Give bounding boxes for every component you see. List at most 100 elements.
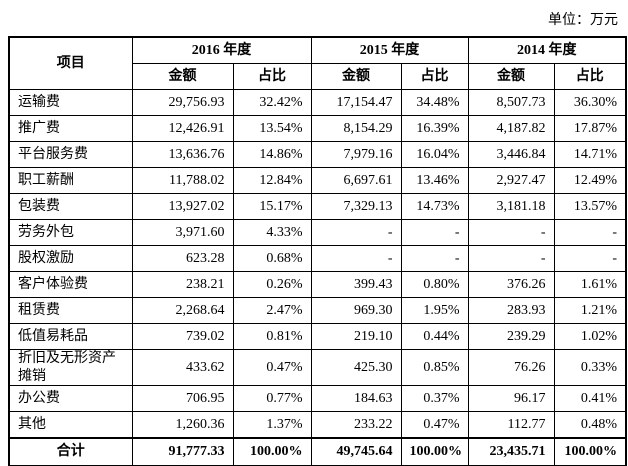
amount-cell: 6,697.61 [310, 167, 402, 194]
expense-table: 项目 2016 年度 2015 年度 2014 年度 金额 占比 金额 占比 金… [8, 36, 627, 466]
amount-cell: 425.30 [310, 349, 402, 386]
year-header-2015: 2015 年度 [310, 36, 469, 64]
ratio-cell: 12.84% [232, 167, 312, 194]
ratio-cell: 0.41% [553, 385, 627, 412]
ratio-cell: 1.21% [553, 297, 627, 324]
ratio-cell: 1.37% [232, 411, 312, 439]
unit-label: 单位：万元 [548, 13, 618, 28]
total-amount-cell: 23,435.71 [467, 437, 555, 466]
amount-header: 金额 [310, 63, 402, 90]
amount-cell: 4,187.82 [467, 115, 555, 142]
amount-cell: 238.21 [131, 271, 234, 298]
ratio-cell: 36.30% [553, 89, 627, 116]
amount-cell: 399.43 [310, 271, 402, 298]
year-header-2014: 2014 年度 [467, 36, 627, 64]
ratio-cell: 16.39% [400, 115, 469, 142]
total-ratio-cell: 100.00% [232, 437, 312, 466]
item-cell: 劳务外包 [8, 219, 133, 246]
total-label-cell: 合计 [8, 437, 133, 466]
amount-cell: 2,927.47 [467, 167, 555, 194]
ratio-cell: 1.02% [553, 323, 627, 350]
amount-cell: - [467, 245, 555, 272]
amount-cell: 7,329.13 [310, 193, 402, 220]
ratio-cell: 15.17% [232, 193, 312, 220]
table-row: 推广费 12,426.91 13.54% 8,154.29 16.39% 4,187.82… [8, 115, 627, 142]
ratio-cell: 0.48% [553, 411, 627, 439]
amount-cell: 623.28 [131, 245, 234, 272]
amount-cell: 11,788.02 [131, 167, 234, 194]
table-row: 低值易耗品 739.02 0.81% 219.10 0.44% 239.29 1.02% [8, 323, 627, 350]
amount-cell: 13,636.76 [131, 141, 234, 168]
amount-cell: 8,154.29 [310, 115, 402, 142]
item-cell: 客户体验费 [8, 271, 133, 298]
table-row: 租赁费 2,268.64 2.47% 969.30 1.95% 283.93 1.21% [8, 297, 627, 324]
table-row: 运输费 29,756.93 32.42% 17,154.47 34.48% 8,507.7… [8, 89, 627, 116]
amount-cell: 3,181.18 [467, 193, 555, 220]
table-body: 运输费 29,756.93 32.42% 17,154.47 34.48% 8,507.7… [8, 89, 627, 439]
ratio-cell: 34.48% [400, 89, 469, 116]
ratio-cell: 1.61% [553, 271, 627, 298]
ratio-cell: 12.49% [553, 167, 627, 194]
item-cell: 运输费 [8, 89, 133, 116]
amount-cell: - [310, 219, 402, 246]
item-cell: 低值易耗品 [8, 323, 133, 350]
ratio-header: 占比 [553, 63, 627, 90]
amount-cell: 1,260.36 [131, 411, 234, 439]
ratio-cell: 13.54% [232, 115, 312, 142]
amount-cell: 184.63 [310, 385, 402, 412]
table-row: 平台服务费 13,636.76 14.86% 7,979.16 16.04% 3,446.… [8, 141, 627, 168]
amount-cell: 2,268.64 [131, 297, 234, 324]
total-ratio-cell: 100.00% [400, 437, 469, 466]
amount-cell: 17,154.47 [310, 89, 402, 116]
table-row: 折旧及无形资产摊销 433.62 0.47% 425.30 0.85% 76.26 0.33… [8, 349, 627, 386]
item-cell: 租赁费 [8, 297, 133, 324]
ratio-cell: 14.86% [232, 141, 312, 168]
table-footer: 合计 91,777.33 100.00% 49,745.64 100.00% 2… [8, 437, 627, 466]
amount-cell: 233.22 [310, 411, 402, 439]
amount-cell: 239.29 [467, 323, 555, 350]
total-row: 合计 91,777.33 100.00% 49,745.64 100.00% 2… [8, 437, 627, 466]
ratio-cell: 13.46% [400, 167, 469, 194]
year-header-2016: 2016 年度 [131, 36, 312, 64]
item-cell: 办公费 [8, 385, 133, 412]
total-amount-cell: 49,745.64 [310, 437, 402, 466]
header-row-subheaders: 金额 占比 金额 占比 金额 占比 [9, 63, 627, 90]
item-cell: 平台服务费 [8, 141, 133, 168]
ratio-cell: 17.87% [553, 115, 627, 142]
table-row: 包装费 13,927.02 15.17% 7,329.13 14.73% 3,181.18… [8, 193, 627, 220]
ratio-cell: 0.47% [400, 411, 469, 439]
total-amount-cell: 91,777.33 [131, 437, 234, 466]
table-row: 客户体验费 238.21 0.26% 399.43 0.80% 376.26 1.61% [8, 271, 627, 298]
item-cell: 其他 [8, 411, 133, 439]
ratio-cell: 1.95% [400, 297, 469, 324]
amount-cell: 3,446.84 [467, 141, 555, 168]
item-cell: 包装费 [8, 193, 133, 220]
ratio-cell: 14.73% [400, 193, 469, 220]
ratio-cell: 0.80% [400, 271, 469, 298]
amount-cell: 706.95 [131, 385, 234, 412]
amount-cell: 376.26 [467, 271, 555, 298]
ratio-cell: 16.04% [400, 141, 469, 168]
ratio-cell: 14.71% [553, 141, 627, 168]
item-cell: 职工薪酬 [8, 167, 133, 194]
ratio-header: 占比 [232, 63, 312, 90]
amount-header: 金额 [131, 63, 234, 90]
amount-cell: - [310, 245, 402, 272]
ratio-cell: 0.85% [400, 349, 469, 386]
ratio-cell: 0.37% [400, 385, 469, 412]
ratio-cell: 0.47% [232, 349, 312, 386]
item-cell: 股权激励 [8, 245, 133, 272]
ratio-header: 占比 [400, 63, 469, 90]
amount-cell: 433.62 [131, 349, 234, 386]
ratio-cell: 0.33% [553, 349, 627, 386]
table-row: 股权激励 623.28 0.68% - - - - [8, 245, 627, 272]
header-row-years: 项目 2016 年度 2015 年度 2014 年度 [8, 36, 627, 90]
amount-cell: 969.30 [310, 297, 402, 324]
ratio-cell: 0.77% [232, 385, 312, 412]
amount-cell: 76.26 [467, 349, 555, 386]
table-row: 其他 1,260.36 1.37% 233.22 0.47% 112.77 0.48% [8, 411, 627, 439]
amount-cell: 283.93 [467, 297, 555, 324]
ratio-cell: 0.68% [232, 245, 312, 272]
ratio-cell: 0.81% [232, 323, 312, 350]
